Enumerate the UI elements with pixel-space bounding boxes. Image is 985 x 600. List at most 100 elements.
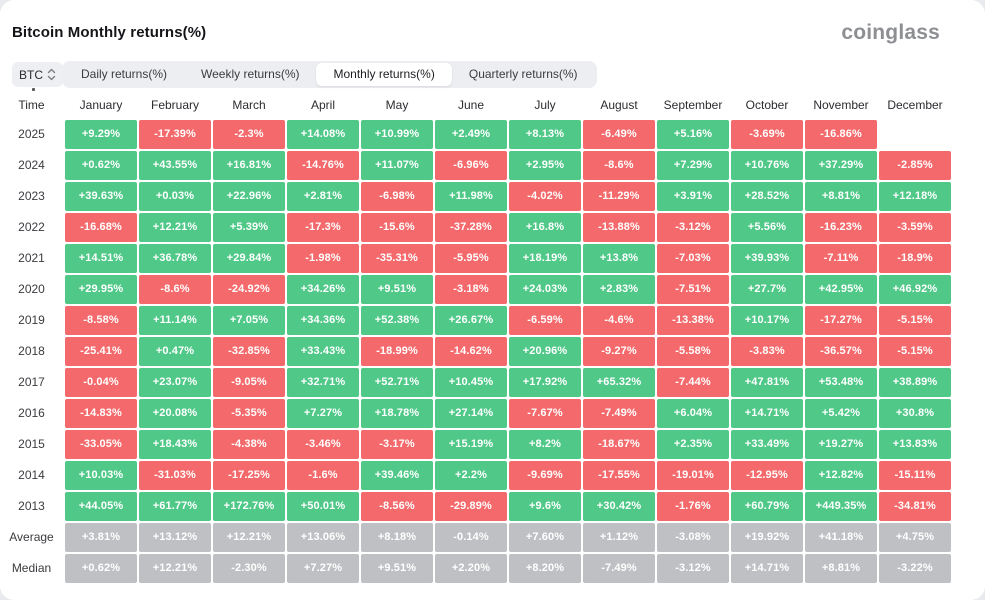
table-row: 2016 -14.83% +20.08% -5.35% +7.27% +18.78% +27…	[0, 399, 951, 428]
return-cell: -3.59%	[879, 213, 951, 242]
row-label: Median	[11, 561, 52, 575]
return-cell: +5.16%	[657, 120, 729, 149]
return-cell: +15.19%	[435, 430, 507, 459]
return-cell: -17.39%	[139, 120, 211, 149]
coin-selector-indicator-dot	[32, 88, 35, 91]
return-cell: -3.12%	[657, 554, 729, 583]
return-cell: +11.98%	[435, 182, 507, 211]
return-cell: -16.68%	[65, 213, 137, 242]
return-cell: -36.57%	[805, 337, 877, 366]
return-cell: +19.27%	[805, 430, 877, 459]
return-cell: -7.51%	[657, 275, 729, 304]
return-cell: +36.78%	[139, 244, 211, 273]
coin-selector-value: BTC	[19, 67, 43, 82]
month-column-header: January	[79, 98, 123, 112]
return-cell: -17.25%	[213, 461, 285, 490]
return-cell: +39.93%	[731, 244, 803, 273]
return-cell: -16.86%	[805, 120, 877, 149]
return-cell: -4.6%	[583, 306, 655, 335]
return-cell: +46.92%	[879, 275, 951, 304]
return-cell: +7.27%	[287, 399, 359, 428]
return-cell: +33.49%	[731, 430, 803, 459]
return-cell: +5.39%	[213, 213, 285, 242]
return-cell: +449.35%	[805, 492, 877, 521]
return-cell: +2.83%	[583, 275, 655, 304]
return-cell: +0.03%	[139, 182, 211, 211]
return-cell: +2.2%	[435, 461, 507, 490]
return-cell: +7.05%	[213, 306, 285, 335]
return-cell: +12.21%	[139, 554, 211, 583]
table-body: 2025 +9.29% -17.39% -2.3% +14.08% +10.99% +2.4…	[0, 120, 951, 583]
return-cell: +10.45%	[435, 368, 507, 397]
return-cell: +1.12%	[583, 523, 655, 552]
return-cell: +14.71%	[731, 554, 803, 583]
return-cell: +32.71%	[287, 368, 359, 397]
return-cell: -7.67%	[509, 399, 581, 428]
return-cell: +12.21%	[213, 523, 285, 552]
return-cell: -3.22%	[879, 554, 951, 583]
return-cell: +26.67%	[435, 306, 507, 335]
time-column-header: Time	[18, 98, 45, 112]
return-cell: -8.58%	[65, 306, 137, 335]
tab-weekly-returns[interactable]: Weekly returns(%)	[201, 67, 300, 81]
row-label: 2025	[18, 127, 45, 141]
return-cell: +12.18%	[879, 182, 951, 211]
return-cell: +23.07%	[139, 368, 211, 397]
return-cell: -3.08%	[657, 523, 729, 552]
tab-daily-returns[interactable]: Daily returns(%)	[81, 67, 168, 81]
return-cell: -9.69%	[509, 461, 581, 490]
return-cell: +7.29%	[657, 151, 729, 180]
return-cell: +16.8%	[509, 213, 581, 242]
return-cell: +27.7%	[731, 275, 803, 304]
return-cell: -15.6%	[361, 213, 433, 242]
return-cell: -24.92%	[213, 275, 285, 304]
return-cell: +8.13%	[509, 120, 581, 149]
return-cell: +172.76%	[213, 492, 285, 521]
return-cell: -14.76%	[287, 151, 359, 180]
return-cell: -13.38%	[657, 306, 729, 335]
return-cell: -0.14%	[435, 523, 507, 552]
return-cell: +8.2%	[509, 430, 581, 459]
return-cell: -6.59%	[509, 306, 581, 335]
return-cell: +10.99%	[361, 120, 433, 149]
return-cell: +14.71%	[731, 399, 803, 428]
row-label: 2014	[18, 468, 45, 482]
return-cell: +5.42%	[805, 399, 877, 428]
table-row: 2023 +39.63% +0.03% +22.96% +2.81% -6.98% +11.…	[0, 182, 951, 211]
returns-table: Time January February March April May June July…	[0, 94, 951, 585]
return-cell: -5.15%	[879, 337, 951, 366]
return-cell: -15.11%	[879, 461, 951, 490]
row-label: 2020	[18, 282, 45, 296]
return-cell: -16.23%	[805, 213, 877, 242]
return-cell: +8.20%	[509, 554, 581, 583]
return-cell: -4.38%	[213, 430, 285, 459]
return-cell: -14.83%	[65, 399, 137, 428]
return-cell: -3.83%	[731, 337, 803, 366]
return-cell: -1.6%	[287, 461, 359, 490]
return-cell: -0.04%	[65, 368, 137, 397]
return-cell: +7.27%	[287, 554, 359, 583]
return-cell: -3.18%	[435, 275, 507, 304]
return-cell: -7.03%	[657, 244, 729, 273]
return-cell: +42.95%	[805, 275, 877, 304]
return-cell: +8.81%	[805, 182, 877, 211]
return-cell: +9.29%	[65, 120, 137, 149]
tab-quarterly-returns[interactable]: Quarterly returns(%)	[468, 67, 578, 81]
return-cell: +30.42%	[583, 492, 655, 521]
return-cell: +27.14%	[435, 399, 507, 428]
return-cell: -7.44%	[657, 368, 729, 397]
return-cell: +12.82%	[805, 461, 877, 490]
return-cell: +13.8%	[583, 244, 655, 273]
tab-monthly-returns[interactable]: Monthly returns(%)	[316, 63, 452, 86]
return-cell: -2.3%	[213, 120, 285, 149]
return-cell: -35.31%	[361, 244, 433, 273]
return-cell: +44.05%	[65, 492, 137, 521]
return-cell: +14.51%	[65, 244, 137, 273]
return-cell: -9.27%	[583, 337, 655, 366]
return-cell: -1.76%	[657, 492, 729, 521]
table-row: Median +0.62% +12.21% -2.30% +7.27% +9.51% +2.…	[0, 554, 951, 583]
return-cell: +13.12%	[139, 523, 211, 552]
coin-selector[interactable]: BTC	[12, 62, 63, 87]
month-column-header: June	[457, 98, 485, 112]
return-cell: +38.89%	[879, 368, 951, 397]
